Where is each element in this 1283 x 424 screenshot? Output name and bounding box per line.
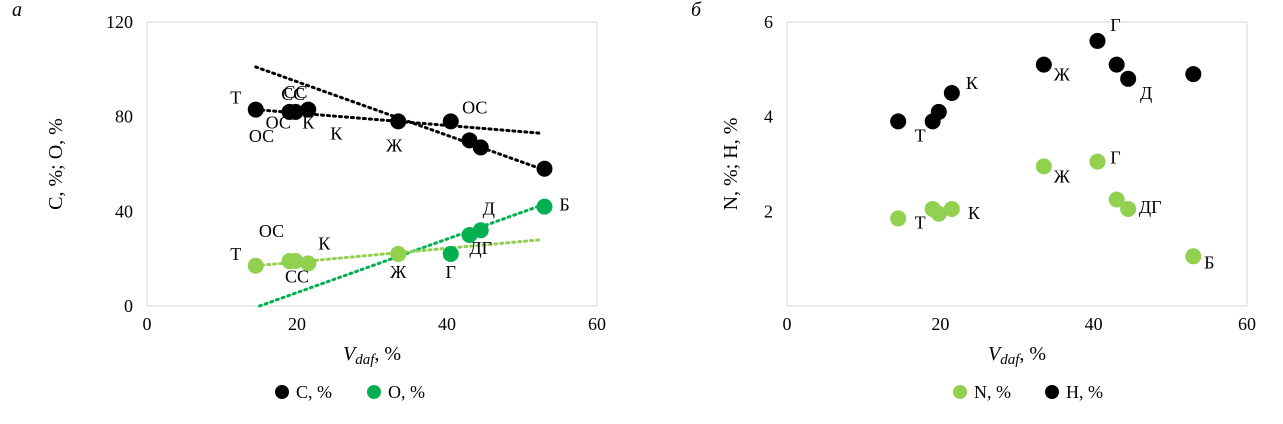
point-label: Г xyxy=(1110,148,1120,168)
plot-area xyxy=(146,21,598,307)
point-label: Б xyxy=(1204,252,1214,272)
data-point-n xyxy=(930,205,947,222)
point-label: Г xyxy=(1110,15,1120,35)
data-point-o xyxy=(247,257,264,274)
x-tick-label: 20 xyxy=(931,314,949,334)
point-label: К xyxy=(966,73,979,93)
x-axis-label-main: V xyxy=(343,343,358,365)
point-label: Ж xyxy=(1054,166,1071,186)
legend-label: N, % xyxy=(974,382,1011,402)
data-point-h xyxy=(930,103,947,120)
panel-label: а xyxy=(12,0,22,21)
x-axis-label: Vdaf, % xyxy=(343,343,401,368)
data-point-n xyxy=(1089,153,1106,170)
y-axis-label: N, %; H, % xyxy=(720,118,742,211)
x-tick-label: 40 xyxy=(438,314,456,334)
data-point-o xyxy=(390,245,407,262)
y-tick-label: 2 xyxy=(764,201,773,221)
data-point-n xyxy=(1108,191,1125,208)
x-tick-label: 60 xyxy=(1238,314,1256,334)
point-label: СС xyxy=(283,82,307,102)
legend-label: C, % xyxy=(296,382,332,402)
data-point-h xyxy=(943,85,960,101)
point-label: К xyxy=(302,113,315,133)
point-label: К xyxy=(318,233,331,253)
chart-panel-0: а 0 20 40 60 0 40 80 120 Vdaf, % C, %; O, % Т ОС СС К Ж… xyxy=(12,0,606,402)
point-label: Т xyxy=(915,125,926,145)
point-label: ОС xyxy=(266,113,291,133)
panel-label: б xyxy=(691,0,702,21)
data-point-h xyxy=(1035,56,1052,73)
chart-panel-1: б 0 20 40 60 2 4 6 Vdaf, % N, %; H, % Т К Ж Г ДГ Б Т К Ж Г Д… xyxy=(691,0,1256,402)
point-label: Т xyxy=(230,244,241,264)
y-tick-label: 80 xyxy=(115,107,133,127)
data-point-n xyxy=(1120,200,1137,217)
legend-label: O, % xyxy=(388,382,425,402)
x-tick-label: 0 xyxy=(143,314,152,334)
data-point-c xyxy=(472,139,489,156)
data-point-c xyxy=(442,113,459,130)
legend-marker xyxy=(367,385,381,399)
point-label: Б xyxy=(559,195,569,215)
data-point-c xyxy=(536,160,553,177)
data-point-o xyxy=(536,198,553,215)
point-label: Ж xyxy=(390,262,407,282)
plot-area xyxy=(786,21,1248,307)
data-point-o xyxy=(287,253,304,270)
point-label: Д xyxy=(483,198,495,218)
y-tick-label: 6 xyxy=(764,12,773,32)
point-label: ДГ xyxy=(469,238,492,258)
x-axis-label-sub: daf xyxy=(1000,352,1021,368)
legend-marker xyxy=(275,385,289,399)
data-point-o xyxy=(472,222,489,239)
point-label: Ж xyxy=(1054,65,1071,85)
data-point-n xyxy=(943,200,960,217)
data-point-c xyxy=(300,101,317,118)
x-tick-label: 0 xyxy=(783,314,792,334)
data-point-c xyxy=(247,101,264,118)
x-axis-label-unit: , % xyxy=(1019,343,1046,365)
x-tick-label: 20 xyxy=(288,314,306,334)
data-point-n xyxy=(1035,158,1052,175)
data-point-c xyxy=(390,113,407,130)
legend-marker xyxy=(1045,385,1059,399)
y-axis-label: C, %; O, % xyxy=(45,118,67,210)
point-label: К xyxy=(330,124,343,144)
legend-label: H, % xyxy=(1066,382,1103,402)
y-tick-label: 4 xyxy=(764,107,773,127)
data-point-h xyxy=(1089,32,1106,49)
point-label: Т xyxy=(915,212,926,232)
point-label: ОС xyxy=(249,126,274,146)
x-axis-label-main: V xyxy=(988,343,1003,365)
point-label: К xyxy=(968,203,981,223)
data-point-n xyxy=(1185,248,1202,265)
data-point-n xyxy=(890,210,907,227)
point-label: ДГ xyxy=(1139,197,1162,217)
point-label: ОС xyxy=(462,97,487,117)
data-point-h xyxy=(1108,56,1125,73)
point-label: Д xyxy=(1140,83,1152,103)
point-label: Т xyxy=(230,88,241,108)
y-tick-label: 120 xyxy=(106,12,133,32)
x-axis-label-unit: , % xyxy=(374,343,401,365)
point-label: СС xyxy=(281,84,305,104)
x-axis-label: Vdaf, % xyxy=(988,343,1046,368)
data-point-h xyxy=(1185,66,1202,83)
point-label: Ж xyxy=(386,135,403,155)
point-label: ОС xyxy=(259,221,284,241)
x-axis-label-sub: daf xyxy=(355,352,376,368)
legend-marker xyxy=(953,385,967,399)
x-tick-label: 40 xyxy=(1085,314,1103,334)
data-point-h xyxy=(890,113,907,130)
data-point-o xyxy=(442,245,459,262)
data-point-c xyxy=(287,103,304,120)
x-tick-label: 60 xyxy=(588,314,606,334)
point-label: СС xyxy=(285,266,309,286)
y-tick-label: 40 xyxy=(115,201,133,221)
data-point-o xyxy=(300,255,317,272)
data-point-h xyxy=(1120,70,1137,87)
y-tick-label: 0 xyxy=(124,296,133,316)
point-label: Г xyxy=(446,262,456,282)
